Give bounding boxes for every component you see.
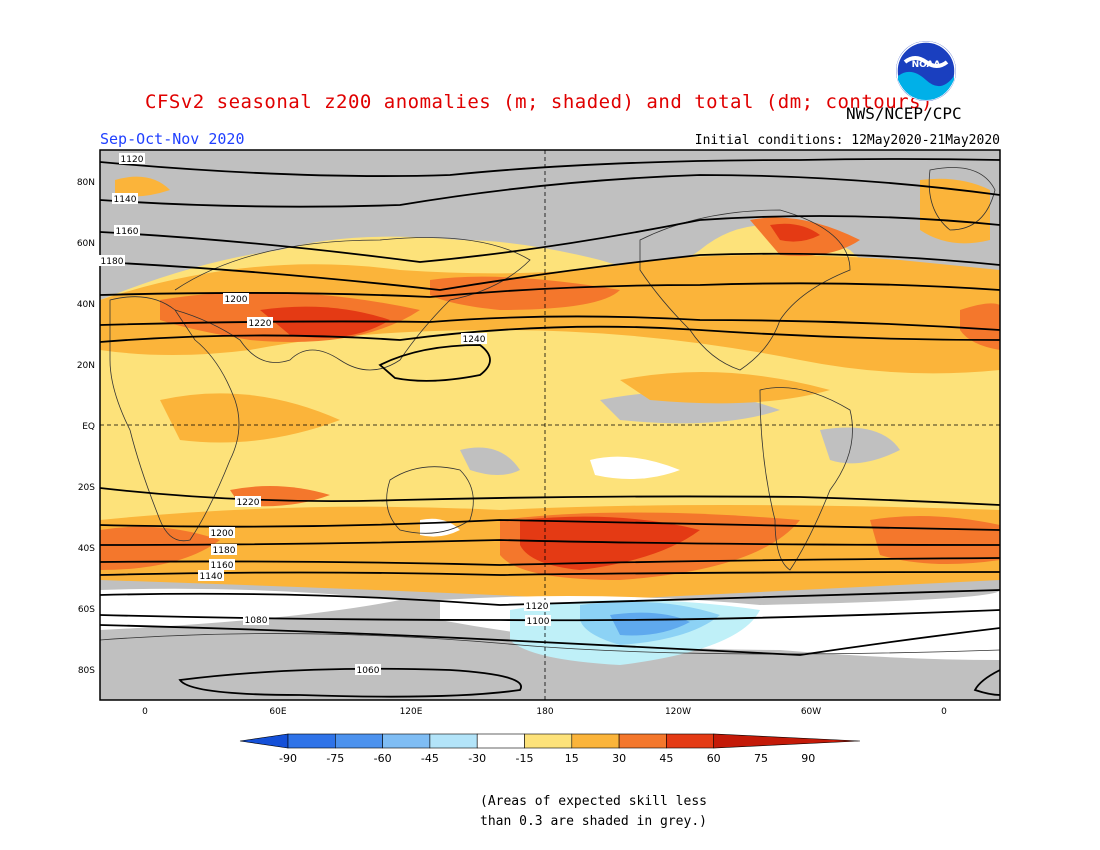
latitude-label: EQ xyxy=(82,422,95,432)
colorbar-level-label: 75 xyxy=(754,752,768,765)
colorbar-box xyxy=(476,733,525,749)
longitude-label: 0 xyxy=(142,707,148,717)
colorbar-boxes xyxy=(239,733,861,749)
longitude-label: 180 xyxy=(536,707,553,717)
contour-label-bg xyxy=(524,600,550,611)
longitude-label: 60W xyxy=(801,707,821,717)
contour-label-bg xyxy=(209,559,235,570)
colorbar-box xyxy=(666,733,715,749)
contour-label-bg xyxy=(223,293,249,304)
colorbar-level-label: -30 xyxy=(468,752,486,765)
contour-label-bg xyxy=(198,570,224,581)
latitude-labels: 80N 60N 40N 20N EQ 20S 40S 60S 80S xyxy=(77,178,95,676)
colorbar-level-label: 60 xyxy=(707,752,721,765)
colorbar-labels: -90 -75 -60 -45 -30 -15 15 30 45 60 75 90 xyxy=(279,752,815,765)
contour-label-bg xyxy=(235,496,261,507)
noaa-logo: NOAA xyxy=(896,41,956,101)
contour-label: 1200 xyxy=(211,529,234,539)
skill-note-line1: (Areas of expected skill less xyxy=(480,794,707,809)
skill-note-line2: than 0.3 are shaded in grey.) xyxy=(480,814,707,829)
contour-label: 1220 xyxy=(237,498,260,508)
contour-label: 1160 xyxy=(116,227,139,237)
colorbar-box xyxy=(618,733,667,749)
initial-conditions-label: Initial conditions: 12May2020-21May2020 xyxy=(694,133,1000,148)
colorbar-box xyxy=(382,733,431,749)
chart-title: CFSv2 seasonal z200 anomalies (m; shaded… xyxy=(145,91,933,113)
season-label: Sep-Oct-Nov 2020 xyxy=(100,130,245,148)
longitude-labels: 0 60E 120E 180 120W 60W 0 xyxy=(142,707,947,717)
contour-label: 1140 xyxy=(114,195,137,205)
longitude-label: 60E xyxy=(269,707,286,717)
contour-label: 1200 xyxy=(225,295,248,305)
map-frame xyxy=(99,149,1001,701)
contour-label-bg xyxy=(355,664,381,675)
latitude-label: 80S xyxy=(78,666,95,676)
contour-label-bg xyxy=(99,255,125,266)
colorbar-arrow-right xyxy=(713,733,861,749)
contour-label: 1220 xyxy=(249,319,272,329)
longitude-label: 120W xyxy=(665,707,691,717)
colorbar-arrow-left xyxy=(239,733,289,749)
colorbar-box xyxy=(571,733,620,749)
latitude-label: 20N xyxy=(77,361,95,371)
contour-label: 1160 xyxy=(211,561,234,571)
longitude-label: 120E xyxy=(400,707,423,717)
contour-label-bg xyxy=(247,317,273,328)
latitude-label: 20S xyxy=(78,483,95,493)
latitude-label: 80N xyxy=(77,178,95,188)
contour-label-bg xyxy=(114,225,140,236)
latitude-label: 60N xyxy=(77,239,95,249)
contour-label: 1180 xyxy=(213,546,236,556)
contour-label: 1140 xyxy=(200,572,223,582)
contour-label: 1180 xyxy=(101,257,124,267)
anomaly-neg-45-60 xyxy=(610,612,690,636)
colorbar-box xyxy=(287,733,336,749)
colorbar-level-label: 30 xyxy=(612,752,626,765)
colorbar-level-label: -90 xyxy=(279,752,297,765)
agency-label: NWS/NCEP/CPC xyxy=(846,104,962,123)
contour-label-bg xyxy=(112,193,138,204)
colorbar-level-label: -45 xyxy=(421,752,439,765)
colorbar-level-label: 45 xyxy=(659,752,673,765)
colorbar-box xyxy=(524,733,573,749)
contour-labels: 1120114011601180120012201240122012001180… xyxy=(99,153,551,676)
contour-label-bg xyxy=(525,615,551,626)
contour-label: 1120 xyxy=(121,155,144,165)
contour-label-bg xyxy=(209,527,235,538)
contour-label-bg xyxy=(119,153,145,164)
contour-label: 1120 xyxy=(526,602,549,612)
contour-label-bg xyxy=(461,333,487,344)
colorbar-level-label: -60 xyxy=(374,752,392,765)
colorbar-level-label: 90 xyxy=(801,752,815,765)
contour-label: 1240 xyxy=(463,335,486,345)
skill-note: (Areas of expected skill less than 0.3 a… xyxy=(480,792,707,832)
colorbar-level-label: -15 xyxy=(516,752,534,765)
contour-label: 1080 xyxy=(245,616,268,626)
longitude-label: 0 xyxy=(941,707,947,717)
colorbar-level-label: -75 xyxy=(326,752,344,765)
contour-label-bg xyxy=(243,614,269,625)
height-contours xyxy=(100,158,1000,698)
latitude-label: 40N xyxy=(77,300,95,310)
colorbar-level-label: 15 xyxy=(565,752,579,765)
contour-label: 1100 xyxy=(527,617,550,627)
latitude-label: 60S xyxy=(78,605,95,615)
latitude-label: 40S xyxy=(78,544,95,554)
colorbar-box xyxy=(429,733,478,749)
contour-label: 1060 xyxy=(357,666,380,676)
noaa-logo-text: NOAA xyxy=(912,60,941,70)
colorbar-box xyxy=(334,733,383,749)
contour-label-bg xyxy=(211,544,237,555)
